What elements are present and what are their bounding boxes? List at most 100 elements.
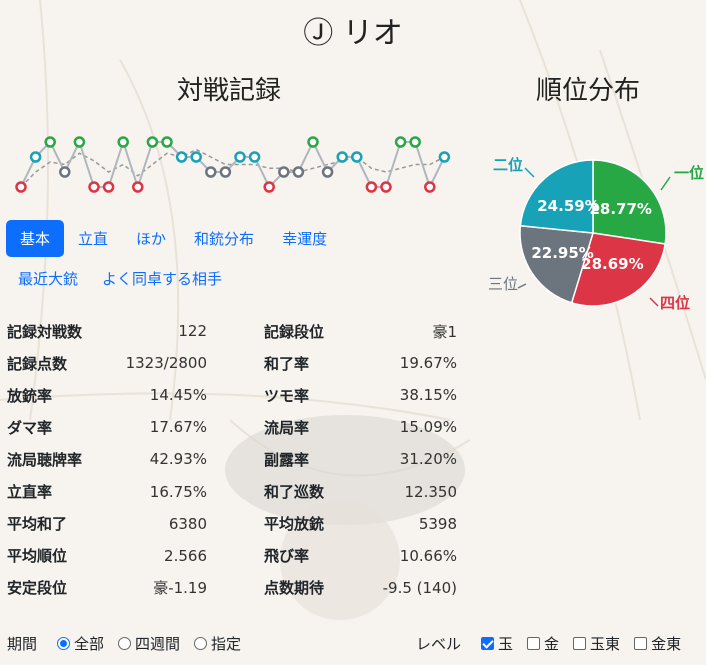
period-option-label: 指定 [211,635,242,653]
trend-point[interactable] [59,166,71,178]
stat-label: 平均放銃 [264,515,325,534]
trend-point[interactable] [307,136,319,148]
trend-point[interactable] [29,151,42,163]
trend-point[interactable] [73,136,86,148]
stat-value: 6380 [168,514,207,533]
tab-row1-3[interactable]: 和銃分布 [194,229,255,248]
trend-point[interactable] [146,136,159,148]
stat-value: 122 [178,322,207,341]
stat-label: 立直率 [7,483,53,502]
level-checkbox[interactable] [573,637,587,650]
stat-value: 12.350 [404,482,458,501]
trend-point[interactable] [263,181,275,193]
period-radio[interactable] [194,637,208,650]
level-option[interactable]: 玉 [481,633,513,654]
period-option[interactable]: 全部 [57,633,104,654]
stat-row: 立直率 16.75% [7,475,207,507]
stat-row: 飛び率 10.66% [264,540,457,572]
level-option-label: 金東 [651,635,682,653]
trend-point[interactable] [292,166,305,178]
trend-point[interactable] [161,136,173,148]
trend-point[interactable] [219,166,232,178]
tab-row1-2[interactable]: ほか [136,229,167,248]
stat-label: 和了率 [264,354,310,373]
tab-row-secondary: 最近大銃 よく同卓する相手 [6,258,466,298]
tab-row1-0[interactable]: 基本 [6,219,65,257]
period-label: 期間 [7,635,38,653]
level-option-label: 玉 [498,635,514,653]
trend-point[interactable] [336,151,348,163]
level-label: レベル [416,635,462,653]
trend-point[interactable] [380,181,392,193]
stats-left-column: 記録対戦数 122 記録点数 1323/2800 放銃率 14.45% ダマ率 17.67% 流… [7,315,207,604]
stat-value: 10.66% [399,546,457,565]
stat-label: 平均和了 [7,515,68,534]
trend-point[interactable] [88,181,100,193]
stat-label: 流局聴牌率 [7,450,83,469]
pie-category-label: 三位 [488,275,518,293]
trend-point[interactable] [438,151,451,163]
trend-point[interactable] [321,166,334,178]
stat-value: -9.5 (140) [382,578,457,597]
period-option-label: 四週間 [135,635,181,653]
stat-label: 飛び率 [264,547,310,566]
trend-point[interactable] [175,151,188,163]
trend-point[interactable] [278,166,290,178]
trend-point[interactable] [424,181,436,193]
stat-label: 記録段位 [264,322,325,341]
stat-value: 16.75% [149,482,207,501]
tab-row1-1[interactable]: 立直 [78,229,109,248]
stat-row: 記録段位 豪1 [264,315,457,347]
trend-point[interactable] [351,151,363,163]
stat-label: 記録点数 [7,354,68,373]
stat-label: 安定段位 [7,579,68,598]
trend-point[interactable] [248,151,261,163]
stat-label: 和了巡数 [264,483,325,502]
trend-point[interactable] [190,151,202,163]
trend-point[interactable] [15,181,27,193]
period-radio[interactable] [57,637,71,650]
stat-label: 平均順位 [7,547,68,566]
level-option[interactable]: 金東 [634,633,681,654]
pie-value-label: 22.95% [531,244,593,262]
trend-point[interactable] [102,181,115,193]
trend-rank-line [20,138,446,191]
trend-point[interactable] [365,181,378,193]
tab-row1-4[interactable]: 幸運度 [282,229,328,248]
trend-point[interactable] [409,136,421,148]
trend-point[interactable] [205,166,217,178]
tab-row2-1[interactable]: よく同卓する相手 [102,269,223,288]
level-checkbox[interactable] [634,637,648,650]
stats-right-column: 記録段位 豪1 和了率 19.67% ツモ率 38.15% 流局率 15.09% 副露率 31.2… [264,315,457,604]
stat-row: 和了率 19.67% [264,347,457,379]
pie-category-label: 一位 [674,164,704,182]
period-option[interactable]: 指定 [194,633,241,654]
trend-point[interactable] [132,181,144,193]
pie-category-label: 二位 [493,156,523,174]
trend-point[interactable] [394,136,407,148]
trend-point[interactable] [117,136,129,148]
period-option[interactable]: 四週間 [118,633,180,654]
trend-point[interactable] [44,136,56,148]
level-checkbox[interactable] [527,637,541,650]
pie-leader-line [649,297,659,307]
trend-point[interactable] [234,151,246,163]
stat-value: 17.67% [149,418,207,437]
tab-row-primary: 基本 立直 ほか 和銃分布 幸運度 [6,218,466,258]
period-radio[interactable] [118,637,132,650]
stat-value: 5398 [418,514,457,533]
stat-row: 記録点数 1323/2800 [7,347,207,379]
level-option[interactable]: 金 [527,633,559,654]
stat-row: 流局聴牌率 42.93% [7,443,207,475]
stat-value: 豪1 [432,322,457,341]
stat-row: 流局率 15.09% [264,411,457,443]
record-heading: 対戦記録 [177,76,282,106]
level-option[interactable]: 玉東 [573,633,620,654]
stat-value: 14.45% [149,386,207,405]
pie-leader-line [660,176,671,191]
level-checkbox[interactable] [481,637,495,650]
stat-row: 点数期待 -9.5 (140) [264,572,457,604]
tab-row2-0[interactable]: 最近大銃 [18,269,79,288]
stats-tabs: 基本 立直 ほか 和銃分布 幸運度 最近大銃 よく同卓する相手 [6,218,466,298]
player-title: Ⓙ リオ [303,16,403,51]
